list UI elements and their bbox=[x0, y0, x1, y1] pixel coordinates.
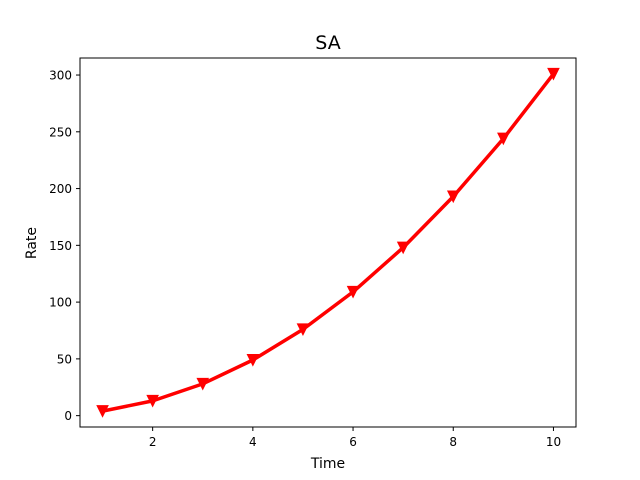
x-tick-label: 4 bbox=[249, 435, 257, 449]
data-point-marker bbox=[446, 190, 460, 204]
y-tick-label: 50 bbox=[57, 352, 72, 366]
data-point-marker bbox=[497, 132, 510, 146]
x-tick-label: 2 bbox=[149, 435, 157, 449]
data-point-marker bbox=[547, 67, 560, 81]
data-point-marker bbox=[396, 241, 410, 255]
data-point-marker bbox=[196, 377, 210, 391]
x-tick-label: 10 bbox=[546, 435, 561, 449]
y-tick-label: 200 bbox=[49, 182, 72, 196]
x-axis-label: Time bbox=[310, 456, 345, 472]
data-point-marker bbox=[346, 285, 360, 299]
series-rate bbox=[96, 67, 560, 418]
y-tick-label: 0 bbox=[64, 409, 72, 423]
data-point-marker bbox=[96, 405, 109, 418]
y-axis: 0 50 100 150 200 250 300 bbox=[49, 69, 80, 423]
x-tick-label: 6 bbox=[349, 435, 357, 449]
y-tick-label: 250 bbox=[49, 125, 72, 139]
data-point-marker bbox=[296, 323, 310, 336]
data-point-marker bbox=[246, 354, 260, 367]
data-point-marker bbox=[146, 394, 159, 408]
x-axis: 2 4 6 8 10 bbox=[149, 427, 561, 449]
chart-title: SA bbox=[315, 32, 340, 54]
series-line bbox=[100, 72, 556, 413]
y-tick-label: 100 bbox=[49, 296, 72, 310]
y-tick-label: 150 bbox=[49, 239, 72, 253]
x-tick-label: 8 bbox=[449, 435, 457, 449]
y-tick-label: 300 bbox=[49, 69, 72, 83]
plot-area bbox=[79, 57, 577, 428]
y-axis-label: Rate bbox=[24, 227, 40, 259]
